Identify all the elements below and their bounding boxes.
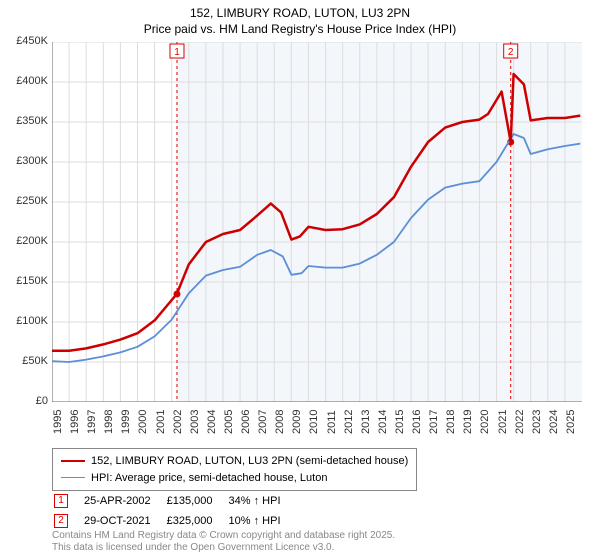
table-row: 1 25-APR-2002 £135,000 34% ↑ HPI [54,492,295,510]
y-tick-label: £400K [0,75,48,87]
x-tick-label: 2024 [548,410,560,434]
marker-vs-hpi: 34% ↑ HPI [229,492,295,510]
svg-text:1: 1 [174,47,180,58]
x-tick-label: 1996 [69,410,81,434]
chart-svg: 12 [52,42,582,402]
x-tick-label: 2002 [172,410,184,434]
credits: Contains HM Land Registry data © Crown c… [52,530,395,554]
credits-line2: This data is licensed under the Open Gov… [52,542,395,554]
x-tick-label: 2009 [291,410,303,434]
legend-row: 152, LIMBURY ROAD, LUTON, LU3 2PN (semi-… [61,453,408,470]
y-tick-label: £50K [0,355,48,367]
x-tick-label: 2011 [326,410,338,434]
marker-price: £325,000 [167,512,227,530]
table-row: 2 29-OCT-2021 £325,000 10% ↑ HPI [54,512,295,530]
marker-date: 25-APR-2002 [84,492,165,510]
chart-title-line2: Price paid vs. HM Land Registry's House … [0,22,600,38]
marker-price: £135,000 [167,492,227,510]
x-tick-label: 2005 [223,410,235,434]
y-tick-label: £0 [0,395,48,407]
y-tick-label: £300K [0,155,48,167]
y-tick-label: £350K [0,115,48,127]
x-tick-label: 1998 [103,410,115,434]
x-tick-label: 2013 [360,410,372,434]
x-tick-label: 2022 [514,410,526,434]
x-tick-label: 2020 [479,410,491,434]
chart-area: 12 [52,42,582,402]
legend-swatch-series1 [61,460,85,462]
legend-swatch-series2 [61,477,85,478]
x-tick-label: 1999 [120,410,132,434]
legend: 152, LIMBURY ROAD, LUTON, LU3 2PN (semi-… [52,448,417,491]
x-tick-label: 2016 [411,410,423,434]
y-tick-label: £250K [0,195,48,207]
x-tick-label: 2021 [497,410,509,434]
marker-badge-2: 2 [54,514,68,528]
chart-title-line1: 152, LIMBURY ROAD, LUTON, LU3 2PN [0,6,600,22]
x-tick-label: 2003 [189,410,201,434]
legend-label-series2: HPI: Average price, semi-detached house,… [91,470,327,487]
x-tick-label: 2001 [155,410,167,434]
x-tick-label: 2017 [428,410,440,434]
x-tick-label: 2007 [257,410,269,434]
legend-row: HPI: Average price, semi-detached house,… [61,470,408,487]
x-tick-label: 2023 [531,410,543,434]
x-tick-label: 2000 [137,410,149,434]
x-tick-label: 2008 [274,410,286,434]
svg-text:2: 2 [508,47,514,58]
x-tick-label: 2015 [394,410,406,434]
x-tick-label: 1995 [52,410,64,434]
marker-date: 29-OCT-2021 [84,512,165,530]
marker-vs-hpi: 10% ↑ HPI [229,512,295,530]
credits-line1: Contains HM Land Registry data © Crown c… [52,530,395,542]
x-tick-label: 2006 [240,410,252,434]
marker-badge-1: 1 [54,494,68,508]
x-tick-label: 2014 [377,410,389,434]
x-tick-label: 2004 [206,410,218,434]
x-tick-label: 2010 [308,410,320,434]
x-tick-label: 1997 [86,410,98,434]
x-tick-label: 2019 [462,410,474,434]
legend-label-series1: 152, LIMBURY ROAD, LUTON, LU3 2PN (semi-… [91,453,408,470]
markers-table: 1 25-APR-2002 £135,000 34% ↑ HPI 2 29-OC… [52,490,297,532]
x-tick-label: 2012 [343,410,355,434]
y-tick-label: £200K [0,235,48,247]
x-tick-label: 2018 [445,410,457,434]
x-tick-label: 2025 [565,410,577,434]
y-tick-label: £450K [0,35,48,47]
y-tick-label: £150K [0,275,48,287]
y-tick-label: £100K [0,315,48,327]
